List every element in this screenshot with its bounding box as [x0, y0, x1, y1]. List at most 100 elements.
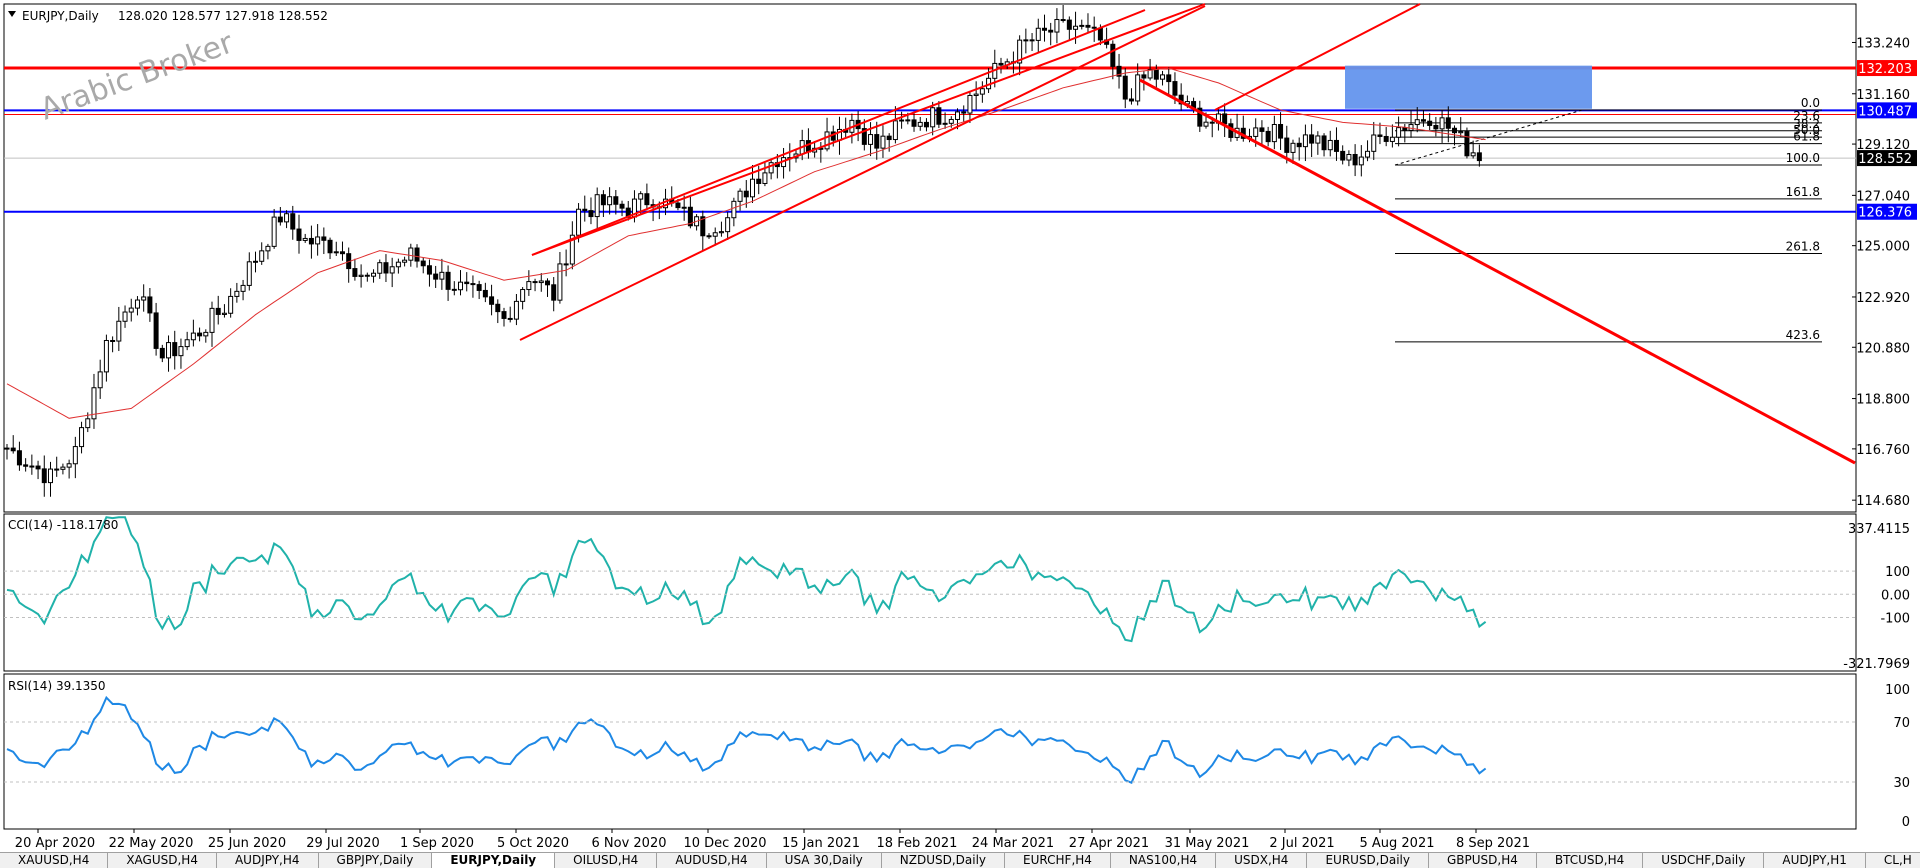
- downtrend-line[interactable]: [1139, 78, 1856, 465]
- candle[interactable]: [706, 233, 712, 239]
- candle[interactable]: [209, 301, 215, 347]
- candle[interactable]: [10, 435, 16, 454]
- candle[interactable]: [128, 298, 134, 322]
- tab-oilusd-h4[interactable]: OILUSD,H4: [555, 853, 658, 868]
- candle[interactable]: [619, 200, 625, 217]
- candle[interactable]: [1110, 40, 1116, 80]
- candle[interactable]: [259, 242, 265, 265]
- candle[interactable]: [103, 334, 109, 382]
- candle[interactable]: [1340, 145, 1346, 165]
- tab-gbpusd-h4[interactable]: GBPUSD,H4: [1429, 853, 1537, 868]
- candle[interactable]: [1160, 70, 1166, 86]
- tab-usa-30-daily[interactable]: USA 30,Daily: [767, 853, 882, 868]
- candle[interactable]: [389, 257, 395, 288]
- candle[interactable]: [538, 273, 544, 292]
- candle[interactable]: [91, 373, 97, 429]
- tab-eurusd-daily[interactable]: EURUSD,Daily: [1307, 853, 1429, 868]
- candle[interactable]: [41, 455, 47, 497]
- candle[interactable]: [1302, 124, 1308, 162]
- dropdown-icon[interactable]: [8, 11, 16, 17]
- candle[interactable]: [197, 327, 203, 342]
- candle[interactable]: [1029, 33, 1035, 51]
- candle[interactable]: [961, 105, 967, 122]
- candle[interactable]: [178, 338, 184, 369]
- candle[interactable]: [116, 306, 122, 352]
- candle[interactable]: [159, 344, 165, 363]
- candle[interactable]: [507, 306, 513, 323]
- candle[interactable]: [1085, 13, 1091, 34]
- candle[interactable]: [383, 254, 389, 283]
- candle[interactable]: [190, 319, 196, 347]
- candle[interactable]: [302, 233, 308, 243]
- candle[interactable]: [600, 190, 606, 217]
- candle[interactable]: [737, 188, 743, 211]
- candle[interactable]: [582, 195, 588, 222]
- candle[interactable]: [66, 459, 72, 479]
- candle[interactable]: [290, 205, 296, 240]
- candle[interactable]: [569, 221, 575, 270]
- candle[interactable]: [35, 460, 41, 480]
- candle[interactable]: [1464, 127, 1470, 159]
- candle[interactable]: [1023, 28, 1029, 54]
- candle[interactable]: [110, 336, 116, 353]
- candle[interactable]: [998, 57, 1004, 74]
- candle[interactable]: [23, 458, 29, 472]
- tab-nzdusd-daily[interactable]: NZDUSD,Daily: [882, 853, 1006, 868]
- candle[interactable]: [712, 227, 718, 246]
- candle[interactable]: [1389, 124, 1395, 148]
- tab-xauusd-h4[interactable]: XAUUSD,H4: [0, 853, 109, 868]
- tab-eurjpy-daily[interactable]: EURJPY,Daily: [432, 853, 556, 868]
- tab-nas100-h4[interactable]: NAS100,H4: [1111, 853, 1217, 868]
- candle[interactable]: [731, 197, 737, 227]
- candle[interactable]: [917, 116, 923, 131]
- candle[interactable]: [153, 302, 159, 356]
- candle[interactable]: [1060, 4, 1066, 23]
- candle[interactable]: [1333, 127, 1339, 161]
- candle[interactable]: [1122, 67, 1128, 109]
- candle[interactable]: [1079, 19, 1085, 30]
- candle[interactable]: [1048, 22, 1054, 46]
- candle[interactable]: [414, 244, 420, 268]
- candle[interactable]: [681, 195, 687, 221]
- candle[interactable]: [1445, 106, 1451, 143]
- candle[interactable]: [532, 278, 538, 292]
- candle[interactable]: [1470, 140, 1476, 159]
- candle[interactable]: [352, 258, 358, 281]
- tab-audjpy-h1[interactable]: AUDJPY,H1: [1764, 853, 1866, 868]
- candle[interactable]: [265, 243, 271, 260]
- candle[interactable]: [1135, 63, 1141, 106]
- candle[interactable]: [97, 359, 103, 399]
- candle[interactable]: [228, 288, 234, 318]
- candle[interactable]: [60, 463, 66, 475]
- candle[interactable]: [1327, 130, 1333, 157]
- candle[interactable]: [54, 456, 60, 477]
- candle[interactable]: [402, 256, 408, 267]
- candle[interactable]: [750, 165, 755, 204]
- candle[interactable]: [607, 187, 613, 215]
- candle[interactable]: [1420, 109, 1426, 127]
- tab-gbpjpy-daily[interactable]: GBPJPY,Daily: [319, 853, 433, 868]
- candle[interactable]: [501, 307, 507, 327]
- tab-usdx-h4[interactable]: USDX,H4: [1216, 853, 1308, 868]
- tab-eurchf-h4[interactable]: EURCHF,H4: [1005, 853, 1111, 868]
- candle[interactable]: [1017, 35, 1023, 76]
- candle[interactable]: [1433, 116, 1439, 137]
- candle[interactable]: [476, 280, 482, 300]
- candle[interactable]: [184, 331, 190, 351]
- candle[interactable]: [141, 284, 147, 312]
- tab-btcusd-h4[interactable]: BTCUSD,H4: [1537, 853, 1644, 868]
- candle[interactable]: [371, 269, 377, 283]
- candle[interactable]: [551, 277, 557, 312]
- candle[interactable]: [420, 257, 426, 274]
- candle[interactable]: [470, 275, 476, 298]
- candle[interactable]: [923, 118, 929, 132]
- candle[interactable]: [892, 106, 898, 144]
- candle[interactable]: [874, 121, 880, 160]
- candle[interactable]: [886, 133, 892, 152]
- candle[interactable]: [134, 296, 140, 316]
- candle[interactable]: [1414, 107, 1420, 133]
- candle[interactable]: [321, 227, 327, 255]
- channel-lower-line[interactable]: [519, 5, 1206, 341]
- candle[interactable]: [1259, 120, 1265, 146]
